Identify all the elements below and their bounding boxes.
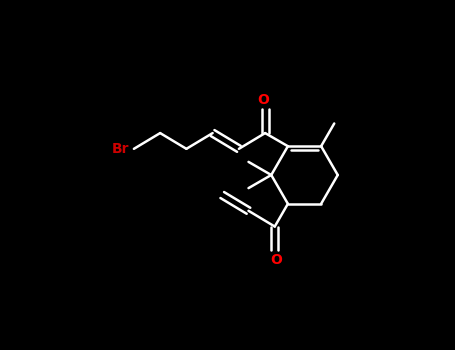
Text: O: O: [258, 93, 269, 107]
Text: O: O: [271, 253, 283, 267]
Text: Br: Br: [112, 142, 130, 156]
